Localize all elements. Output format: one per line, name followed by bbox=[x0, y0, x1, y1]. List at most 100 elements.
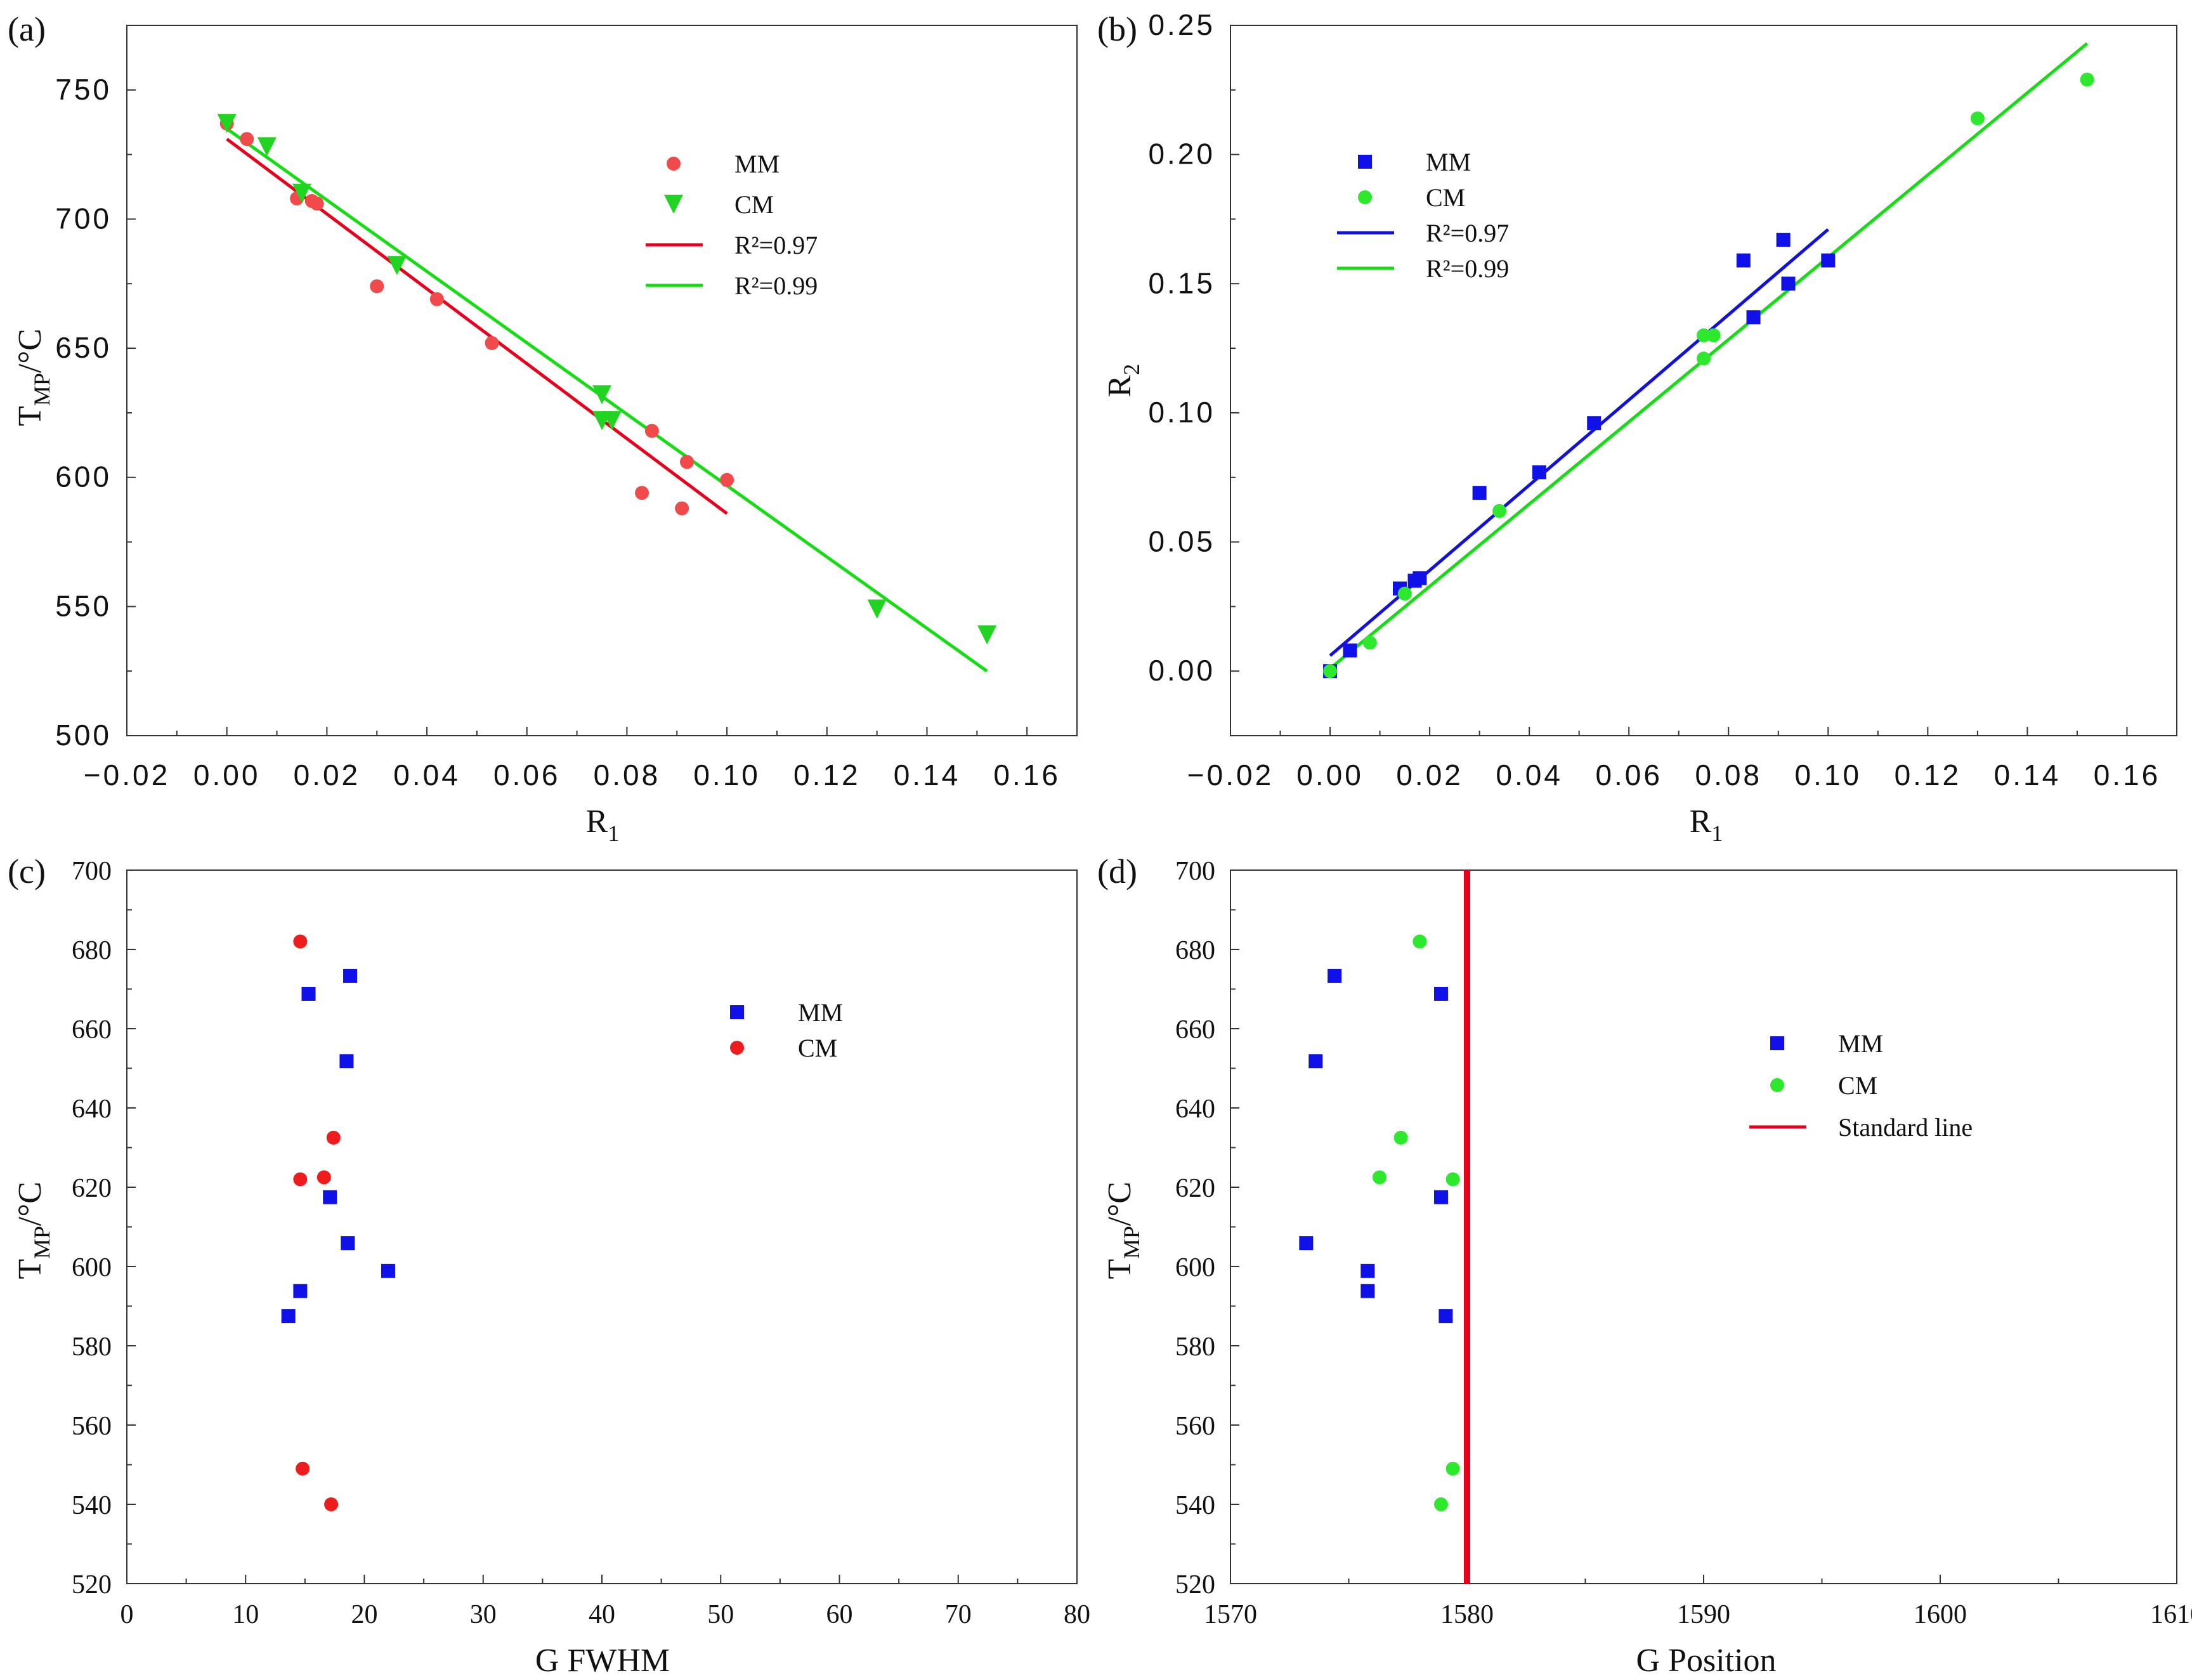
y-tick-label: 640 bbox=[1175, 1095, 1215, 1124]
legend-label: R²=0.97 bbox=[1426, 219, 1509, 247]
y-axis-title: R2 bbox=[1102, 364, 1144, 398]
panel-b: (b) −0.02 0.00 0.02 0.04 0.06 0.08 0.10 0.12 0.14… bbox=[1097, 8, 2177, 846]
x-tick-label: 50 bbox=[707, 1600, 734, 1629]
x-tick-label: 0.00 bbox=[1296, 759, 1364, 791]
x-tick-label: 1610 bbox=[2150, 1600, 2192, 1629]
y-tick-label: 520 bbox=[72, 1570, 112, 1599]
legend-label: R²=0.97 bbox=[734, 231, 818, 259]
data-point bbox=[1433, 1497, 1448, 1511]
legend-label: R²=0.99 bbox=[734, 271, 818, 300]
data-point bbox=[2080, 72, 2094, 87]
data-point bbox=[316, 1170, 331, 1185]
y-tick-label: 750 bbox=[55, 73, 112, 106]
legend-marker bbox=[1358, 155, 1372, 169]
y-tick-label: 0.25 bbox=[1148, 8, 1215, 41]
data-point bbox=[1492, 504, 1507, 518]
x-axis-title: R1 bbox=[1690, 804, 1723, 846]
data-point bbox=[370, 279, 384, 294]
x-tick-label: 0.16 bbox=[2094, 759, 2161, 791]
y-tick-label: 580 bbox=[1175, 1332, 1215, 1362]
x-tick-label: 0.08 bbox=[594, 759, 661, 791]
data-point bbox=[1299, 1236, 1314, 1251]
x-axis-title: R1 bbox=[586, 804, 620, 846]
x-tick-label: 0.14 bbox=[1994, 759, 2061, 791]
data-point bbox=[381, 1263, 395, 1278]
x-axis-title: G FWHM bbox=[535, 1643, 670, 1679]
y-tick-label: 0.20 bbox=[1148, 138, 1215, 171]
x-axis-title: G Position bbox=[1636, 1643, 1776, 1679]
panel-label: (b) bbox=[1097, 10, 1137, 48]
panel-a: (a) −0.02 0.00 0.02 0.04 0.06 0.08 0.10 0.12 0.14… bbox=[8, 10, 1078, 846]
legend-label: Standard line bbox=[1838, 1113, 1973, 1142]
data-point bbox=[720, 472, 734, 487]
legend-label: CM bbox=[798, 1034, 837, 1062]
y-tick-label: 680 bbox=[72, 936, 112, 965]
data-point bbox=[1970, 111, 1985, 126]
legend-marker bbox=[730, 1005, 744, 1019]
data-point bbox=[341, 1236, 355, 1251]
data-point bbox=[281, 1309, 296, 1324]
y-tick-label: 560 bbox=[1175, 1412, 1215, 1441]
y-tick-label: 550 bbox=[55, 589, 112, 622]
y-tick-label: 600 bbox=[1175, 1253, 1215, 1282]
legend-label: CM bbox=[1838, 1071, 1877, 1100]
y-tick-label: 0.10 bbox=[1148, 396, 1215, 429]
data-point bbox=[1697, 328, 1711, 342]
x-tick-label: 0.12 bbox=[793, 759, 861, 791]
data-point bbox=[1706, 328, 1721, 342]
y-tick-label: 600 bbox=[72, 1253, 112, 1282]
legend-label: MM bbox=[734, 150, 780, 178]
panel-label: (d) bbox=[1097, 852, 1137, 890]
y-tick-label: 560 bbox=[72, 1412, 112, 1441]
data-point bbox=[1781, 277, 1796, 291]
legend-label: CM bbox=[1426, 183, 1465, 212]
x-tick-label: 0.14 bbox=[894, 759, 961, 791]
legend-marker bbox=[1770, 1078, 1784, 1092]
x-tick-label: 0.06 bbox=[1595, 759, 1662, 791]
y-tick-label: 0.15 bbox=[1148, 266, 1215, 299]
x-tick-label: 1600 bbox=[1914, 1600, 1967, 1629]
data-point bbox=[1438, 1309, 1453, 1324]
legend-label: MM bbox=[798, 998, 843, 1027]
legend-marker bbox=[1358, 190, 1372, 204]
x-tick-label: −0.02 bbox=[84, 759, 170, 791]
x-tick-label: 1570 bbox=[1204, 1600, 1257, 1629]
data-point bbox=[293, 1172, 308, 1187]
x-tick-label: 60 bbox=[826, 1600, 853, 1629]
legend-marker bbox=[1770, 1036, 1784, 1050]
plot-frame bbox=[126, 25, 1078, 736]
x-tick-label: 10 bbox=[232, 1600, 259, 1629]
y-tick-label: 700 bbox=[72, 857, 112, 886]
data-point bbox=[1372, 1170, 1386, 1185]
x-tick-label: 0.02 bbox=[294, 759, 361, 791]
legend-label: MM bbox=[1838, 1029, 1883, 1058]
plot-frame bbox=[1230, 869, 2177, 1584]
data-point bbox=[326, 1130, 341, 1145]
data-point bbox=[1697, 351, 1711, 366]
data-point bbox=[301, 987, 316, 1001]
y-tick-label: 650 bbox=[55, 331, 112, 364]
x-tick-label: 0.12 bbox=[1895, 759, 1962, 791]
y-tick-label: 700 bbox=[55, 202, 112, 235]
data-point bbox=[1776, 233, 1791, 247]
x-tick-label: 0.00 bbox=[193, 759, 261, 791]
y-axis-title: TMP/°C bbox=[1102, 1182, 1144, 1279]
data-point bbox=[1393, 1130, 1408, 1145]
data-point bbox=[1433, 987, 1448, 1001]
data-point bbox=[296, 1461, 310, 1476]
data-point bbox=[1736, 253, 1751, 268]
y-tick-label: 500 bbox=[55, 719, 112, 752]
x-tick-label: 0.06 bbox=[493, 759, 561, 791]
data-point bbox=[680, 455, 695, 469]
x-tick-label: 1590 bbox=[1677, 1600, 1730, 1629]
data-point bbox=[240, 132, 254, 147]
x-tick-label: 0.10 bbox=[693, 759, 760, 791]
data-point bbox=[644, 424, 659, 438]
data-point bbox=[1821, 253, 1836, 268]
y-tick-label: 700 bbox=[1175, 857, 1215, 886]
x-tick-label: 0 bbox=[121, 1600, 134, 1629]
x-tick-label: 0.10 bbox=[1795, 759, 1862, 791]
data-point bbox=[1412, 934, 1427, 949]
data-point bbox=[257, 137, 277, 157]
x-tick-label: 20 bbox=[351, 1600, 378, 1629]
